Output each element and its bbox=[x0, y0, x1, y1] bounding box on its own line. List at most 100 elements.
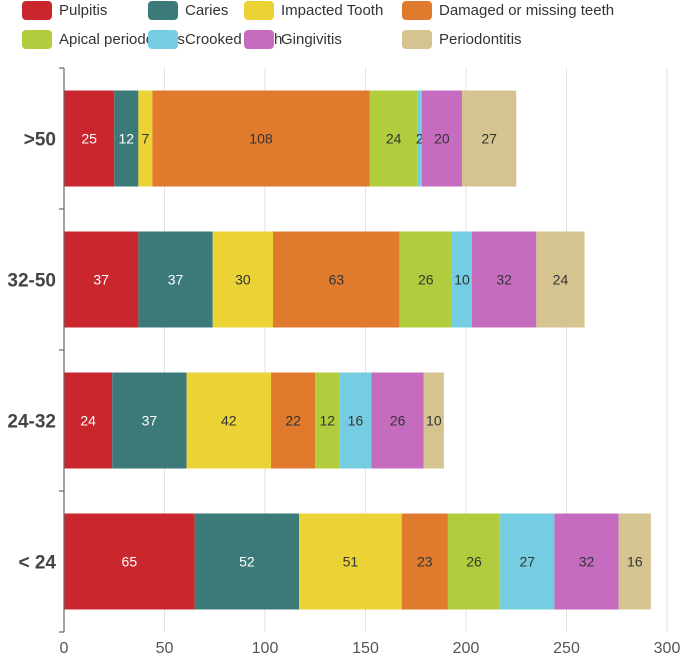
data-label: 24 bbox=[80, 413, 96, 429]
data-label: 37 bbox=[93, 272, 109, 288]
legend-label: Caries bbox=[185, 2, 228, 19]
data-label: 24 bbox=[553, 272, 569, 288]
bar-segment-periodontitis[interactable] bbox=[461, 90, 517, 187]
legend-item-pulpitis[interactable]: Pulpitis bbox=[22, 1, 107, 20]
legend-label: Pulpitis bbox=[59, 2, 107, 19]
bar-row-24: 65 52 51 23 26 27 32 16 bbox=[64, 513, 651, 610]
bar-segment-impacted-tooth[interactable] bbox=[186, 372, 272, 469]
data-label: 25 bbox=[81, 131, 97, 147]
data-label: 16 bbox=[627, 554, 643, 570]
bar-segment-gingivitis[interactable] bbox=[421, 90, 462, 187]
data-label: 26 bbox=[466, 554, 482, 570]
data-label: 20 bbox=[434, 131, 450, 147]
legend-label: Damaged or missing teeth bbox=[439, 2, 614, 19]
bar-segment-damaged-or-missing-teeth[interactable] bbox=[152, 90, 370, 187]
legend-label: Impacted Tooth bbox=[281, 2, 383, 19]
bar-segment-pulpitis[interactable] bbox=[64, 231, 139, 328]
bar-segment-caries[interactable] bbox=[114, 90, 139, 187]
legend-label: Periodontitis bbox=[439, 31, 522, 48]
bar-segment-pulpitis[interactable] bbox=[64, 90, 115, 187]
legend-swatch bbox=[148, 1, 178, 20]
legend-item-gingivitis[interactable]: Gingivitis bbox=[244, 30, 342, 49]
y-tick-label: 24-32 bbox=[7, 412, 56, 433]
data-label: 27 bbox=[520, 554, 536, 570]
bar-row-50: 25 12 7 108 24 2 20 27 bbox=[64, 90, 517, 187]
data-label: 52 bbox=[239, 554, 255, 570]
bar-segment-apical-periodontitis[interactable] bbox=[399, 231, 452, 328]
bar-segment-gingivitis[interactable] bbox=[472, 231, 537, 328]
bars: 25 12 7 108 24 2 20 27 37 37 30 63 26 10 32 24 24 37 42 22 1… bbox=[64, 90, 651, 610]
bar-segment-pulpitis[interactable] bbox=[64, 513, 195, 610]
legend-swatch bbox=[244, 30, 274, 49]
bar-segment-crooked-teeth[interactable] bbox=[500, 513, 555, 610]
data-label: 32 bbox=[496, 272, 512, 288]
data-label: 12 bbox=[320, 413, 336, 429]
bar-row-24-32: 24 37 42 22 12 16 26 10 bbox=[64, 372, 444, 469]
x-tick-label: 0 bbox=[60, 640, 69, 657]
data-label: 2 bbox=[416, 131, 424, 147]
axes: >50 32-50 24-32 < 24 0 50 100 150 200 250 300 bbox=[7, 67, 681, 657]
bar-segment-damaged-or-missing-teeth[interactable] bbox=[401, 513, 448, 610]
y-tick-label: 32-50 bbox=[7, 271, 56, 292]
bar-row-32-50: 37 37 30 63 26 10 32 24 bbox=[64, 231, 585, 328]
y-tick-label: < 24 bbox=[18, 553, 56, 574]
bar-segment-caries[interactable] bbox=[112, 372, 187, 469]
data-label: 37 bbox=[168, 272, 184, 288]
x-tick-label: 200 bbox=[453, 640, 480, 657]
bar-segment-damaged-or-missing-teeth[interactable] bbox=[273, 231, 400, 328]
x-tick-label: 300 bbox=[654, 640, 681, 657]
bar-segment-periodontitis[interactable] bbox=[618, 513, 651, 610]
x-tick-label: 50 bbox=[156, 640, 174, 657]
legend-swatch bbox=[402, 30, 432, 49]
bar-segment-impacted-tooth[interactable] bbox=[138, 90, 153, 187]
bar-segment-damaged-or-missing-teeth[interactable] bbox=[271, 372, 316, 469]
bar-segment-gingivitis[interactable] bbox=[371, 372, 424, 469]
legend: Pulpitis Caries Impacted Tooth Damaged or m… bbox=[22, 1, 614, 49]
bar-segment-caries[interactable] bbox=[194, 513, 300, 610]
data-label: 65 bbox=[122, 554, 138, 570]
legend-label: Gingivitis bbox=[281, 31, 342, 48]
bar-segment-periodontitis[interactable] bbox=[423, 372, 444, 469]
legend-swatch bbox=[22, 30, 52, 49]
bar-segment-periodontitis[interactable] bbox=[536, 231, 585, 328]
bar-segment-caries[interactable] bbox=[138, 231, 213, 328]
data-label: 26 bbox=[390, 413, 406, 429]
legend-swatch bbox=[22, 1, 52, 20]
data-label: 10 bbox=[454, 272, 470, 288]
legend-item-caries[interactable]: Caries bbox=[148, 1, 228, 20]
data-label: 42 bbox=[221, 413, 237, 429]
bar-segment-apical-periodontitis[interactable] bbox=[447, 513, 501, 610]
data-label: 32 bbox=[579, 554, 595, 570]
legend-swatch bbox=[244, 1, 274, 20]
bar-segment-crooked-teeth[interactable] bbox=[339, 372, 372, 469]
data-label: 30 bbox=[235, 272, 251, 288]
data-label: 63 bbox=[329, 272, 345, 288]
x-tick-label: 100 bbox=[252, 640, 279, 657]
data-label: 37 bbox=[142, 413, 158, 429]
data-label: 24 bbox=[386, 131, 402, 147]
legend-item-periodontitis[interactable]: Periodontitis bbox=[402, 30, 522, 49]
bar-segment-impacted-tooth[interactable] bbox=[299, 513, 402, 610]
data-label: 27 bbox=[481, 131, 497, 147]
legend-swatch bbox=[402, 1, 432, 20]
legend-item-impacted-tooth[interactable]: Impacted Tooth bbox=[244, 1, 383, 20]
bar-segment-apical-periodontitis[interactable] bbox=[315, 372, 340, 469]
bar-segment-crooked-teeth[interactable] bbox=[417, 90, 422, 187]
data-label: 23 bbox=[417, 554, 433, 570]
bar-segment-gingivitis[interactable] bbox=[554, 513, 619, 610]
bar-segment-crooked-teeth[interactable] bbox=[451, 231, 473, 328]
bar-segment-apical-periodontitis[interactable] bbox=[369, 90, 418, 187]
data-label: 108 bbox=[249, 131, 273, 147]
bar-segment-pulpitis[interactable] bbox=[64, 372, 113, 469]
data-label: 51 bbox=[343, 554, 359, 570]
x-tick-label: 150 bbox=[352, 640, 379, 657]
data-label: 10 bbox=[426, 413, 442, 429]
data-label: 7 bbox=[142, 131, 150, 147]
legend-item-damaged-or-missing-teeth[interactable]: Damaged or missing teeth bbox=[402, 1, 614, 20]
data-label: 26 bbox=[418, 272, 434, 288]
legend-swatch bbox=[148, 30, 178, 49]
data-label: 16 bbox=[348, 413, 364, 429]
bar-segment-impacted-tooth[interactable] bbox=[212, 231, 274, 328]
y-tick-label: >50 bbox=[24, 130, 56, 151]
